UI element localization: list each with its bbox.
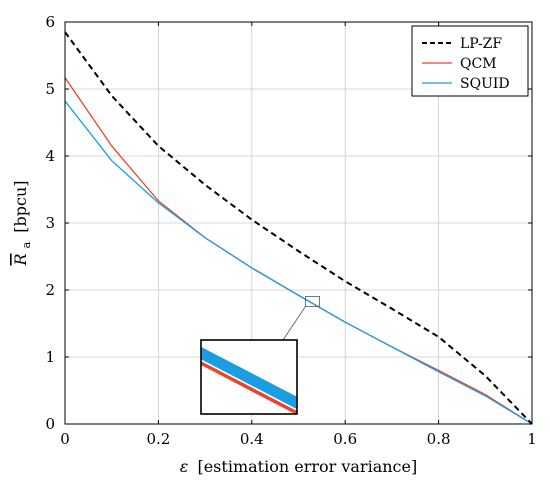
- ticks: 0 0.2 0.4 0.6 0.8 1 0 1 2 3 4 5 6: [45, 13, 536, 448]
- series-layer: [64, 31, 533, 425]
- y-tick-label: 1: [45, 348, 55, 366]
- x-tick-label: 0.8: [427, 430, 451, 448]
- y-tick-label: 6: [45, 13, 55, 31]
- y-axis-label-text: R a [bpcu]: [11, 180, 34, 266]
- y-tick-label: 5: [45, 80, 55, 98]
- x-tick-label: 0.4: [240, 430, 264, 448]
- inset-line-qcm: [201, 361, 297, 414]
- y-tick-label: 0: [45, 415, 55, 433]
- x-axis-text: [estimation error variance]: [197, 457, 417, 476]
- series-line-squid: [64, 100, 533, 425]
- y-axis-label: R a [bpcu]: [11, 180, 34, 266]
- inset-zoom: [200, 339, 298, 415]
- inset-frame: [200, 339, 298, 415]
- legend: LP-ZF QCM SQUID: [411, 25, 529, 97]
- series-line-lp-zf: [64, 31, 533, 425]
- x-tick-label: 1: [527, 430, 537, 448]
- legend-label-lp-zf: LP-ZF: [460, 36, 502, 52]
- zoom-connector: [282, 306, 306, 341]
- x-tick-label: 0: [60, 430, 70, 448]
- legend-box: [411, 25, 529, 97]
- y-tick-label: 3: [45, 214, 55, 232]
- y-axis-subscript: a: [20, 241, 33, 248]
- legend-label-qcm: QCM: [460, 56, 497, 72]
- y-axis-symbol: R: [11, 253, 30, 266]
- x-axis-symbol: ε: [180, 457, 189, 476]
- x-axis-label: ε [estimation error variance]: [180, 457, 417, 476]
- x-tick-label: 0.2: [146, 430, 170, 448]
- inset-series: [201, 347, 297, 414]
- y-axis-unit: [bpcu]: [11, 180, 30, 232]
- y-tick-label: 2: [45, 281, 55, 299]
- inset-line-squid: [201, 347, 297, 409]
- zoom-box: [305, 295, 320, 307]
- y-tick-label: 4: [45, 147, 55, 165]
- x-tick-label: 0.6: [333, 430, 357, 448]
- legend-label-squid: SQUID: [460, 76, 510, 92]
